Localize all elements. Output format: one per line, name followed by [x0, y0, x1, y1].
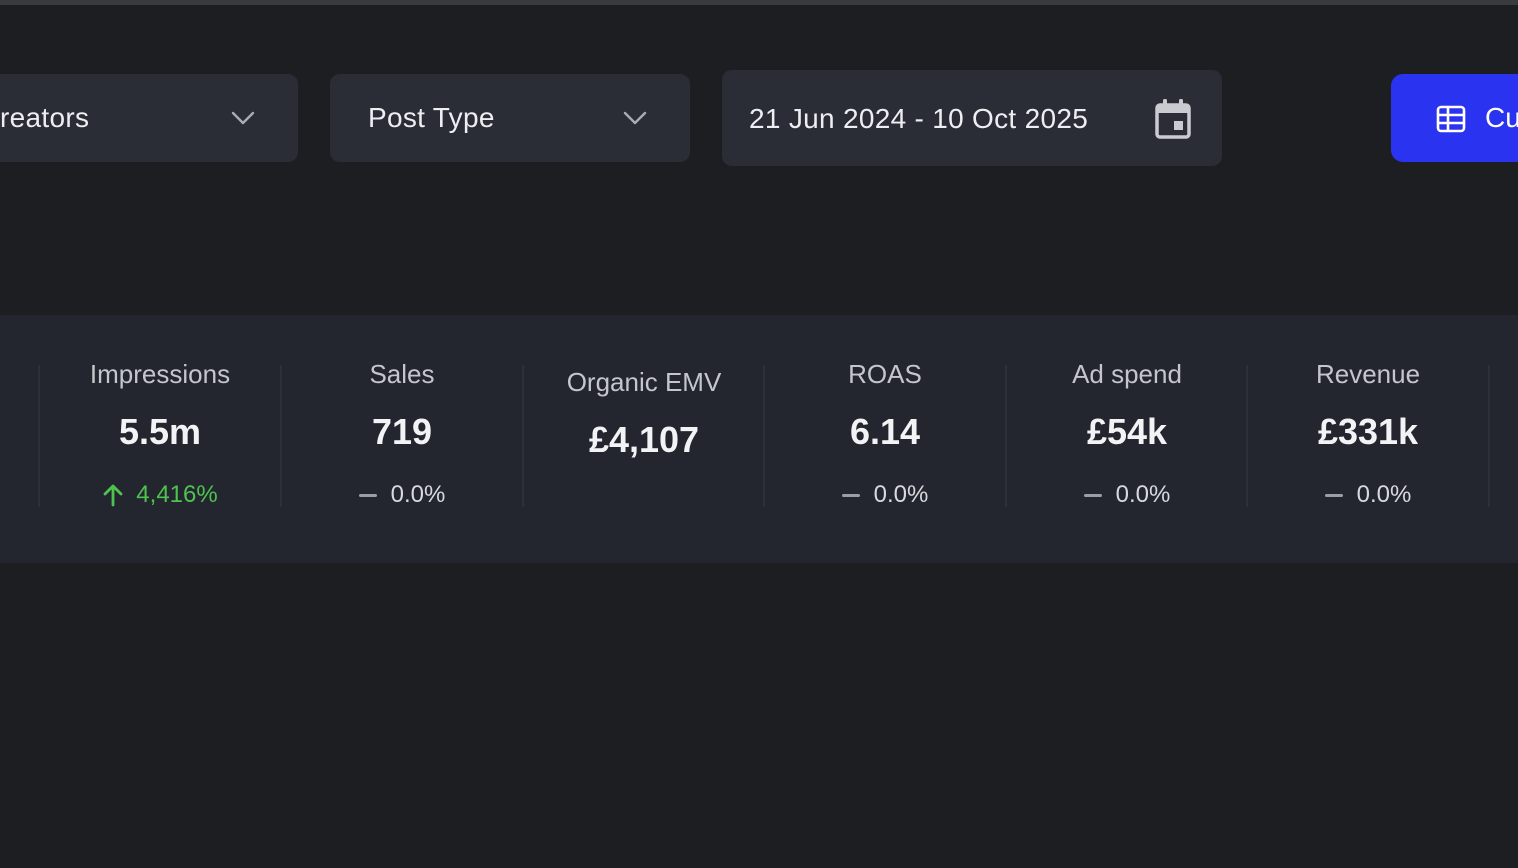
metric-divider: [38, 365, 40, 507]
metric-change-value: 4,416%: [136, 481, 218, 508]
dash-icon: [841, 493, 860, 497]
metric-change-value: 0.0%: [390, 481, 446, 508]
chevron-down-icon: [623, 111, 647, 125]
metric-value: 719: [371, 411, 433, 452]
metric-change: 4,416%: [40, 481, 280, 509]
metric-title: Revenue: [1315, 359, 1421, 389]
metric-divider: [763, 365, 765, 507]
metric-value: £4,107: [588, 419, 700, 460]
metric-divider: [1488, 365, 1490, 507]
metric-value: £331k: [1317, 411, 1419, 452]
metric-divider: [522, 365, 524, 507]
metric-change-value: 0.0%: [1115, 481, 1171, 508]
dash-icon: [1083, 493, 1102, 497]
customize-table-button-label: Cu: [1485, 102, 1518, 133]
post-type-dropdown[interactable]: Post Type: [330, 74, 690, 162]
metric-sales: Sales 719 0.0%: [282, 359, 522, 509]
metric-value: 5.5m: [118, 411, 202, 452]
metric-change: 0.0%: [765, 481, 1005, 509]
metric-title: Impressions: [89, 359, 231, 389]
metric-divider: [280, 365, 282, 507]
customize-table-button[interactable]: Cu: [1391, 74, 1518, 162]
metric-ad-spend: Ad spend £54k 0.0%: [1007, 359, 1247, 509]
arrow-up-icon: [103, 484, 123, 507]
metric-title: Organic EMV: [566, 367, 722, 397]
metric-change: 0.0%: [282, 481, 522, 509]
creators-dropdown-label: reators: [0, 102, 90, 133]
chevron-down-icon: [231, 111, 255, 125]
metric-value: 6.14: [849, 411, 921, 452]
calendar-icon: [1155, 99, 1191, 139]
table-grid-icon: [1436, 105, 1466, 133]
post-type-dropdown-label: Post Type: [368, 102, 495, 133]
date-range-picker[interactable]: 21 Jun 2024 - 10 Oct 2025: [722, 70, 1222, 166]
dash-icon: [1324, 493, 1343, 497]
metrics-summary-panel: Impressions 5.5m 4,416% Sales 719 0.0% O…: [0, 315, 1518, 563]
metric-organic-emv: Organic EMV £4,107: [524, 367, 764, 461]
date-range-value: 21 Jun 2024 - 10 Oct 2025: [749, 103, 1089, 134]
dash-icon: [358, 493, 377, 497]
metric-divider: [1005, 365, 1007, 507]
metric-title: Ad spend: [1072, 359, 1182, 389]
metric-change-value: 0.0%: [873, 481, 929, 508]
metric-impressions: Impressions 5.5m 4,416%: [40, 359, 280, 509]
metric-change-value: 0.0%: [1356, 481, 1412, 508]
metric-change: 0.0%: [1248, 481, 1488, 509]
metric-value: £54k: [1086, 411, 1168, 452]
creators-dropdown[interactable]: reators: [0, 74, 298, 162]
metric-title: ROAS: [848, 359, 922, 389]
metric-change: 0.0%: [1007, 481, 1247, 509]
metric-roas: ROAS 6.14 0.0%: [765, 359, 1005, 509]
top-border: [0, 0, 1518, 5]
metric-revenue: Revenue £331k 0.0%: [1248, 359, 1488, 509]
metric-divider: [1246, 365, 1248, 507]
metric-title: Sales: [369, 359, 435, 389]
